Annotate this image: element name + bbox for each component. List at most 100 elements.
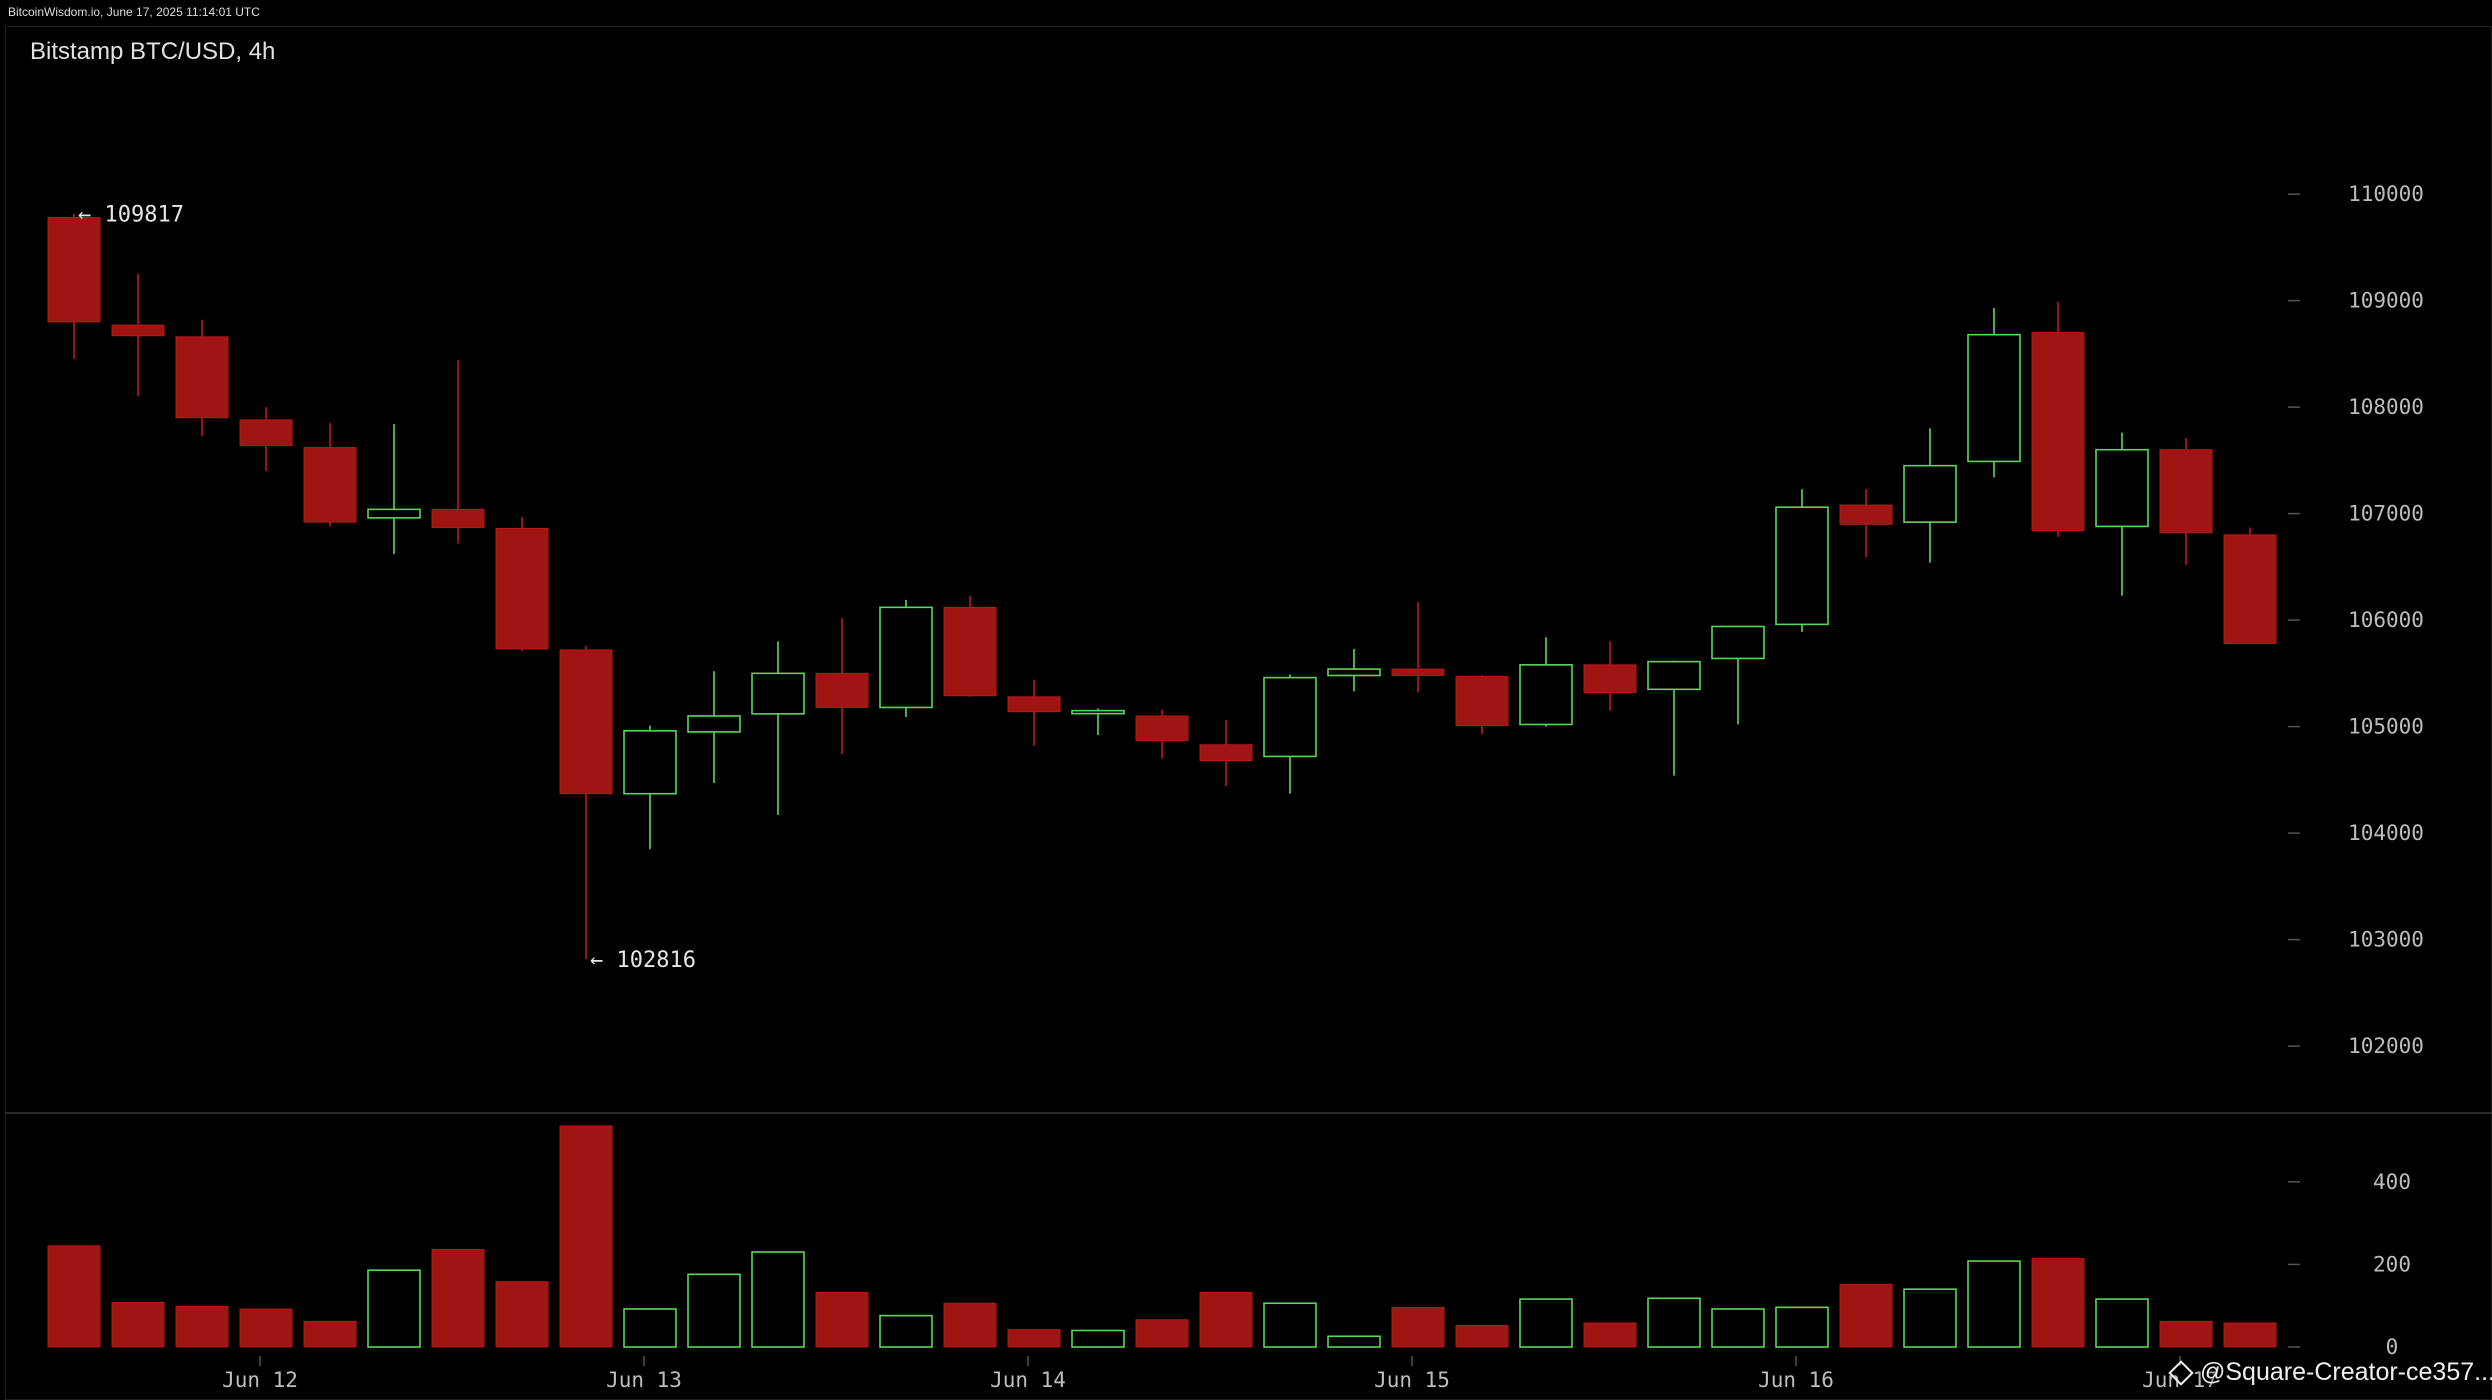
price-tick-label: 106000 xyxy=(2348,608,2424,632)
volume-bar xyxy=(623,1308,677,1348)
candles xyxy=(47,213,2277,960)
volume-bar xyxy=(303,1320,357,1348)
candle-body xyxy=(1327,668,1381,677)
candle-body xyxy=(1391,668,1445,676)
volume-bar xyxy=(687,1273,741,1348)
volume-tick-label: 0 xyxy=(2386,1335,2399,1359)
volume-bar xyxy=(367,1269,421,1348)
volume-bar xyxy=(1391,1306,1445,1348)
volume-bar xyxy=(1647,1297,1701,1348)
candle-body xyxy=(1199,744,1253,762)
candle-body xyxy=(303,447,357,523)
candle-body xyxy=(687,715,741,733)
volume-bar xyxy=(2159,1320,2213,1348)
candle-body xyxy=(815,672,869,708)
volume-bar xyxy=(1199,1291,1253,1348)
volume-bar xyxy=(1839,1283,1893,1348)
price-tick-label: 102000 xyxy=(2348,1034,2424,1058)
price-tick-label: 109000 xyxy=(2348,289,2424,313)
price-axis: 102000 103000 104000 105000 106000 107000 1080… xyxy=(2288,182,2424,1058)
candle-body xyxy=(1007,696,1061,713)
volume-bar xyxy=(1775,1306,1829,1348)
volume-bar xyxy=(815,1291,869,1348)
candle-body xyxy=(111,324,165,337)
volume-bar xyxy=(175,1306,229,1348)
candle-body xyxy=(1903,464,1957,523)
candle-body xyxy=(1711,625,1765,660)
price-tick-label: 105000 xyxy=(2348,715,2424,739)
source-line: BitcoinWisdom.io, June 17, 2025 11:14:01… xyxy=(8,5,260,19)
chart-title: Bitstamp BTC/USD, 4h xyxy=(30,38,276,65)
candle-body xyxy=(1583,664,1637,694)
volume-bar xyxy=(1519,1298,1573,1348)
candle-body xyxy=(1263,676,1317,758)
candle-body xyxy=(1135,715,1189,741)
candle-body xyxy=(559,649,613,795)
chart-panel xyxy=(5,26,2492,1400)
candle-body xyxy=(495,528,549,650)
volume-bar xyxy=(1583,1322,1637,1348)
candle-body xyxy=(751,672,805,715)
volume-bar xyxy=(239,1308,293,1348)
volume-bar xyxy=(879,1314,933,1348)
volume-bar xyxy=(559,1125,613,1348)
volume-bar xyxy=(1903,1288,1957,1348)
candle-body xyxy=(1839,504,1893,525)
candle-body xyxy=(1071,709,1125,715)
candle-body xyxy=(2159,449,2213,534)
time-tick-label: Jun 15 xyxy=(1374,1368,1450,1392)
candle-body xyxy=(2095,448,2149,528)
time-tick-label: Jun 13 xyxy=(606,1368,682,1392)
volume-bar xyxy=(751,1251,805,1348)
candle-body xyxy=(2031,332,2085,532)
volume-bar xyxy=(1263,1302,1317,1348)
candle-body xyxy=(1967,333,2021,463)
candle-body xyxy=(623,730,677,795)
annotations: ← 109817 ← 102816 xyxy=(78,203,696,974)
high-annotation: ← 109817 xyxy=(78,203,184,228)
price-tick-label: 107000 xyxy=(2348,502,2424,526)
volume-bar xyxy=(1455,1325,1509,1348)
candle-body xyxy=(175,336,229,419)
volume-bar xyxy=(47,1245,101,1348)
candle-body xyxy=(1519,664,1573,726)
candle-body xyxy=(2223,534,2277,645)
price-tick-label: 104000 xyxy=(2348,821,2424,845)
volume-bar xyxy=(1327,1335,1381,1348)
volume-bar xyxy=(431,1249,485,1348)
candle-body xyxy=(1775,506,1829,626)
volume-tick-label: 400 xyxy=(2373,1170,2411,1194)
volume-bar xyxy=(943,1302,997,1348)
candle-body xyxy=(239,419,293,446)
price-tick-label: 103000 xyxy=(2348,928,2424,952)
candle-body xyxy=(47,217,101,323)
volume-bar xyxy=(1967,1260,2021,1348)
time-tick-label: Jun 14 xyxy=(990,1368,1066,1392)
volume-axis: 0 200 400 xyxy=(2288,1170,2411,1359)
price-tick-label: 110000 xyxy=(2348,182,2424,206)
top-bar: BitcoinWisdom.io, June 17, 2025 11:14:01… xyxy=(0,0,2492,24)
candle-body xyxy=(943,606,997,697)
diamond-icon xyxy=(2168,1360,2194,1386)
volume-bar xyxy=(1135,1319,1189,1348)
time-tick-label: Jun 17 xyxy=(2142,1368,2218,1392)
watermark-text: @Square-Creator-ce357... xyxy=(2200,1358,2492,1386)
price-tick-label: 108000 xyxy=(2348,395,2424,419)
volume-bars xyxy=(47,1125,2277,1348)
low-annotation: ← 102816 xyxy=(590,948,696,973)
candle-body xyxy=(431,508,485,528)
volume-bar xyxy=(2095,1298,2149,1348)
time-tick-label: Jun 12 xyxy=(222,1368,298,1392)
volume-bar xyxy=(2031,1258,2085,1348)
time-axis: Jun 12 Jun 13 Jun 14 Jun 15 Jun 16 Jun 17 xyxy=(222,1356,2218,1392)
candle-body xyxy=(879,606,933,709)
candle-body xyxy=(1455,676,1509,727)
volume-bar xyxy=(1007,1329,1061,1348)
candle-body xyxy=(367,508,421,519)
volume-bar xyxy=(495,1281,549,1348)
volume-tick-label: 200 xyxy=(2373,1252,2411,1276)
volume-bar xyxy=(2223,1322,2277,1348)
volume-bar xyxy=(1071,1329,1125,1348)
watermark: @Square-Creator-ce357... xyxy=(2168,1358,2492,1387)
